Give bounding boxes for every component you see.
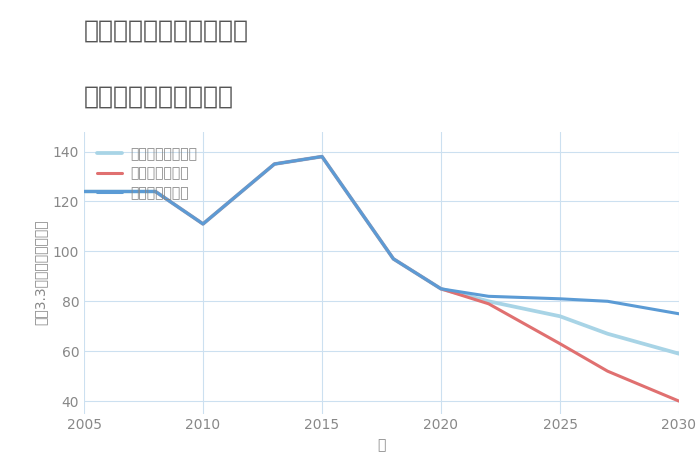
グッドシナリオ [80,188,88,194]
バッドシナリオ [437,286,445,292]
ノーマルシナリオ [556,313,564,319]
ノーマルシナリオ [80,188,88,194]
ノーマルシナリオ [603,331,612,337]
Line: ノーマルシナリオ: ノーマルシナリオ [84,157,679,354]
バッドシナリオ [318,154,326,159]
Line: グッドシナリオ: グッドシナリオ [84,157,679,314]
グッドシナリオ [199,221,207,227]
グッドシナリオ [675,311,683,317]
ノーマルシナリオ [318,154,326,159]
グッドシナリオ [389,256,398,262]
グッドシナリオ [484,293,493,299]
ノーマルシナリオ [675,351,683,357]
Text: 大阪府堺市西区鳳中町の: 大阪府堺市西区鳳中町の [84,19,249,43]
グッドシナリオ [151,188,160,194]
バッドシナリオ [675,398,683,404]
バッドシナリオ [603,368,612,374]
ノーマルシナリオ [389,256,398,262]
Legend: ノーマルシナリオ, バッドシナリオ, グッドシナリオ: ノーマルシナリオ, バッドシナリオ, グッドシナリオ [97,147,197,200]
グッドシナリオ [437,286,445,292]
バッドシナリオ [199,221,207,227]
グッドシナリオ [318,154,326,159]
X-axis label: 年: 年 [377,438,386,452]
グッドシナリオ [556,296,564,302]
ノーマルシナリオ [484,298,493,304]
バッドシナリオ [484,301,493,306]
ノーマルシナリオ [199,221,207,227]
バッドシナリオ [80,188,88,194]
ノーマルシナリオ [151,188,160,194]
バッドシナリオ [270,161,279,167]
グッドシナリオ [603,298,612,304]
グッドシナリオ [270,161,279,167]
ノーマルシナリオ [437,286,445,292]
Line: バッドシナリオ: バッドシナリオ [84,157,679,401]
Text: 中古戸建ての価格推移: 中古戸建ての価格推移 [84,85,234,109]
バッドシナリオ [151,188,160,194]
Y-axis label: 坪（3.3㎡）単価（万円）: 坪（3.3㎡）単価（万円） [33,220,47,325]
バッドシナリオ [556,341,564,346]
バッドシナリオ [389,256,398,262]
ノーマルシナリオ [270,161,279,167]
